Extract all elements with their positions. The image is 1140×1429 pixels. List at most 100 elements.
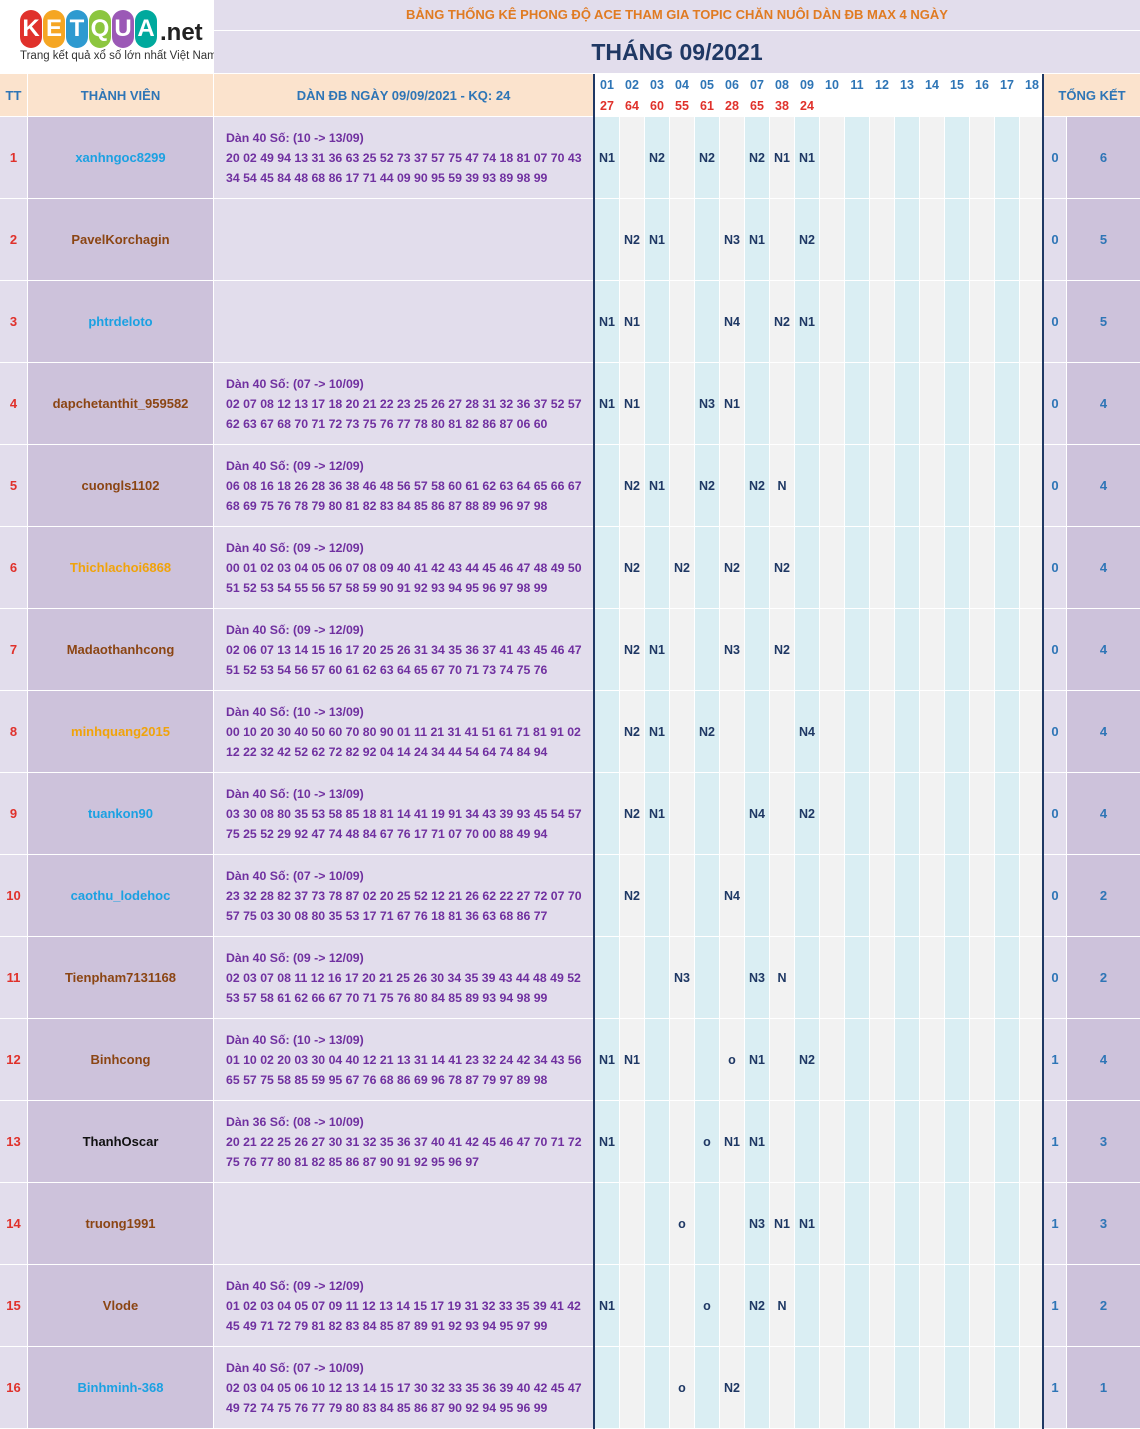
day-mark: [595, 527, 619, 608]
day-mark: [945, 1019, 969, 1100]
day-result: [870, 96, 894, 116]
day-mark: [820, 855, 844, 936]
member-name[interactable]: ThanhOscar: [28, 1101, 213, 1182]
day-mark: [970, 199, 994, 280]
row-index: 3: [0, 281, 27, 362]
logo-letter: Q: [89, 10, 111, 48]
day-mark: [920, 1019, 944, 1100]
logo-letter: T: [66, 10, 88, 48]
number-set-line: 03 30 08 80 35 53 58 85 18 81 14 41 19 9…: [226, 806, 582, 821]
member-name[interactable]: Vlode: [28, 1265, 213, 1346]
day-mark: [895, 1347, 919, 1428]
member-name[interactable]: tuankon90: [28, 773, 213, 854]
day-mark: [995, 527, 1019, 608]
day-mark: [970, 609, 994, 690]
day-mark: [670, 773, 694, 854]
day-mark: [695, 609, 719, 690]
day-mark: N2: [695, 691, 719, 772]
day-mark: [745, 1347, 769, 1428]
total-score: 6: [1067, 117, 1140, 198]
member-name[interactable]: cuongls1102: [28, 445, 213, 526]
day-mark: o: [720, 1019, 744, 1100]
day-mark: [870, 281, 894, 362]
day-mark: [945, 1101, 969, 1182]
day-mark: [870, 855, 894, 936]
day-mark: N2: [770, 527, 794, 608]
day-mark: [820, 1019, 844, 1100]
table-row: 7 Madaothanhcong Dàn 40 Số: (09 -> 12/09) 0…: [0, 609, 1140, 691]
member-name[interactable]: caothu_lodehoc: [28, 855, 213, 936]
number-set: Dàn 40 Số: (09 -> 12/09) 02 03 07 08 11 1…: [214, 937, 593, 1018]
number-set-line: 02 03 04 05 06 10 12 13 14 15 17 30 32 3…: [226, 1380, 582, 1395]
day-mark: [795, 1101, 819, 1182]
member-name[interactable]: Thichlachoi6868: [28, 527, 213, 608]
day-mark: [845, 199, 869, 280]
day-mark: N1: [620, 281, 644, 362]
day-mark: [1020, 855, 1044, 936]
number-set-line: Dàn 40 Số: (07 -> 10/09): [226, 376, 364, 391]
number-set-line: 20 02 49 94 13 31 36 63 25 52 73 37 57 7…: [226, 150, 582, 165]
day-mark: [920, 1101, 944, 1182]
logo-letter: K: [20, 10, 42, 48]
day-mark: [795, 937, 819, 1018]
day-mark: [995, 937, 1019, 1018]
member-name[interactable]: phtrdeloto: [28, 281, 213, 362]
day-mark: [845, 363, 869, 444]
member-name[interactable]: PavelKorchagin: [28, 199, 213, 280]
day-mark: [845, 527, 869, 608]
total-score: 3: [1067, 1101, 1140, 1182]
table-row: 14 truong1991 o N3 N1 N1 1 3: [0, 1183, 1140, 1265]
day-mark: [645, 1183, 669, 1264]
day-header: 17: [995, 75, 1019, 95]
day-mark: N1: [770, 1183, 794, 1264]
day-mark: [620, 1101, 644, 1182]
member-name[interactable]: dapchetanthit_959582: [28, 363, 213, 444]
day-mark: [995, 281, 1019, 362]
day-header: 16: [970, 75, 994, 95]
day-mark: [820, 691, 844, 772]
day-mark: N3: [720, 199, 744, 280]
day-mark: [970, 1183, 994, 1264]
number-set: Dàn 40 Số: (10 -> 13/09) 03 30 08 80 35 5…: [214, 773, 593, 854]
member-name[interactable]: Binhcong: [28, 1019, 213, 1100]
member-name[interactable]: Tienpham7131168: [28, 937, 213, 1018]
day-mark: N1: [745, 199, 769, 280]
number-set-line: Dàn 40 Số: (09 -> 12/09): [226, 950, 364, 965]
number-set-line: Dàn 40 Số: (07 -> 10/09): [226, 868, 364, 883]
table-row: 12 Binhcong Dàn 40 Số: (10 -> 13/09) 01 10 …: [0, 1019, 1140, 1101]
day-mark: [695, 1019, 719, 1100]
day-mark: [995, 1347, 1019, 1428]
day-mark: [920, 199, 944, 280]
day-mark: [745, 855, 769, 936]
number-set-line: Dàn 40 Số: (09 -> 12/09): [226, 1278, 364, 1293]
day-mark: [870, 445, 894, 526]
day-mark: [670, 855, 694, 936]
day-mark: N1: [745, 1019, 769, 1100]
member-name[interactable]: minhquang2015: [28, 691, 213, 772]
day-mark: N1: [645, 773, 669, 854]
day-mark: [845, 1019, 869, 1100]
day-mark: [820, 609, 844, 690]
table-row: 16 Binhminh-368 Dàn 40 Số: (07 -> 10/09) 02…: [0, 1347, 1140, 1429]
member-name[interactable]: truong1991: [28, 1183, 213, 1264]
member-name[interactable]: xanhngoc8299: [28, 117, 213, 198]
member-name[interactable]: Madaothanhcong: [28, 609, 213, 690]
day-mark: [845, 1347, 869, 1428]
day-result: [970, 96, 994, 116]
day-mark: N2: [795, 1019, 819, 1100]
number-set: Dàn 40 Số: (10 -> 13/09) 20 02 49 94 13 3…: [214, 117, 593, 198]
member-name[interactable]: Binhminh-368: [28, 1347, 213, 1428]
day-mark: [870, 117, 894, 198]
day-mark: [845, 1183, 869, 1264]
logo-letter: E: [43, 10, 65, 48]
row-index: 8: [0, 691, 27, 772]
number-set-line: 65 57 75 58 85 59 95 67 76 68 86 69 96 7…: [226, 1072, 548, 1087]
logo[interactable]: K E T Q U A .net Trang kết quả xổ số lớn nhất …: [2, 2, 217, 72]
day-mark: [970, 855, 994, 936]
day-mark: [870, 363, 894, 444]
day-mark: N2: [620, 609, 644, 690]
day-mark: N2: [620, 527, 644, 608]
day-mark: [770, 363, 794, 444]
day-mark: [1020, 937, 1044, 1018]
day-mark: [895, 773, 919, 854]
